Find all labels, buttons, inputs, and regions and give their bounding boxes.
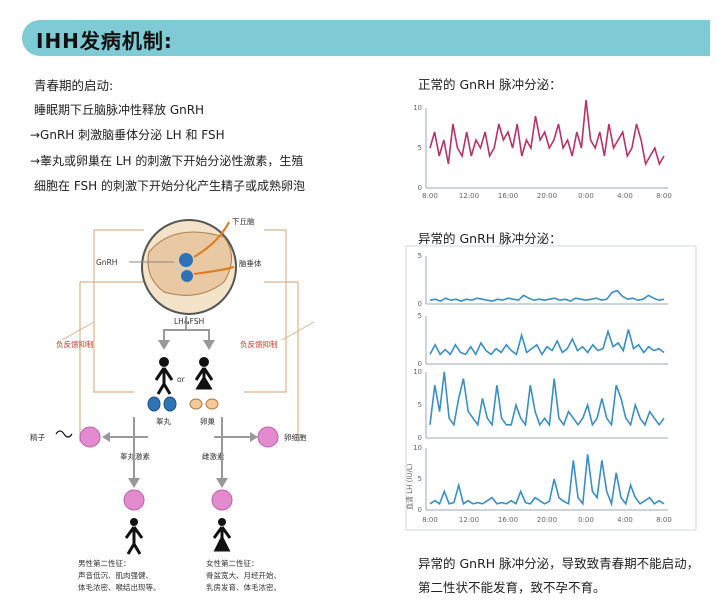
mechanism-diagram: 负反馈抑制 负反馈抑制 下丘脑 脑垂体 GnRH LH&FSH or 睾丸 卵巢… <box>30 216 315 592</box>
series-line-4 <box>429 454 665 507</box>
abnormal-chart-title: 异常的 GnRH 脉冲分泌： <box>418 231 562 246</box>
or-label: or <box>177 375 186 384</box>
x-tick-label: 8:00 <box>656 192 672 200</box>
title-banner: IHH发病机制: <box>22 20 710 56</box>
testis-left-icon <box>147 396 161 412</box>
x-tick-label: 0:00 <box>578 192 594 200</box>
y-tick-label: 0 <box>418 300 422 308</box>
series-line-3 <box>429 371 665 427</box>
x-tick-label: 16:00 <box>498 192 518 200</box>
testis-right-icon <box>163 396 177 412</box>
x-tick-label: 12:00 <box>459 516 479 524</box>
feedback-line-right <box>244 229 287 393</box>
y-tick-label: 5 <box>418 312 422 320</box>
testis-label: 睾丸 <box>156 416 171 426</box>
male-traits-line-2: 体毛浓密、喉结出现等。 <box>78 582 161 592</box>
y-tick-label: 0 <box>418 184 422 192</box>
y-tick-label: 10 <box>413 368 422 376</box>
text-line-3: →睾丸或卵巢在 LH 的刺激下开始分泌性激素，生殖 <box>30 154 304 168</box>
y-tick-label: 5 <box>418 401 422 409</box>
y-tick-label: 10 <box>413 444 422 452</box>
text-line-2: →GnRH 刺激脑垂体分泌 LH 和 FSH <box>30 128 225 142</box>
x-tick-label: 8:00 <box>422 192 438 200</box>
y-axis-label: 血清 LH (IU/L) <box>405 463 414 510</box>
page-title: IHH发病机制: <box>36 29 173 53</box>
text-line-4: 细胞在 FSH 的刺激下开始分化产生精子或成熟卵泡 <box>34 179 305 193</box>
hypothalamus-node <box>179 253 193 267</box>
x-tick-label: 20:00 <box>537 516 557 524</box>
feedback-left-label: 负反馈抑制 <box>56 339 94 349</box>
x-tick-label: 12:00 <box>459 192 479 200</box>
abnormal-chart-frame <box>405 245 697 531</box>
feedback-right-label: 负反馈抑制 <box>240 339 278 349</box>
ovary-right-icon <box>205 398 219 410</box>
female-hormone-cell-icon <box>211 489 233 511</box>
normal-chart-title: 正常的 GnRH 脉冲分泌： <box>418 77 562 92</box>
conclusion-text: 异常的 GnRH 脉冲分泌，导致致青春期不能启动，第二性状不能发育，致不孕不育。 <box>418 556 700 595</box>
female-figure-icon <box>194 357 214 390</box>
egg-cell-icon <box>257 426 279 448</box>
sperm-label: 精子 <box>30 432 45 442</box>
y-tick-label: 0 <box>418 506 422 514</box>
sperm-icon <box>55 430 73 438</box>
male-traits-line-1: 声音低沉、肌肉强健、 <box>78 570 153 580</box>
text-line-1: 睡眠期下丘脑脉冲性释放 GnRH <box>34 103 205 117</box>
pituitary-node <box>181 270 193 282</box>
testosterone-label: 睾丸激素 <box>120 451 150 461</box>
egg-label: 卵细胞 <box>284 432 307 442</box>
male-hormone-cell-icon <box>123 489 145 511</box>
male-traits-title: 男性第二性征： <box>78 558 131 568</box>
female-traits-title: 女性第二性征： <box>206 558 259 568</box>
feedback-line-left <box>93 229 144 393</box>
series-line-0 <box>429 99 665 167</box>
x-tick-label: 4:00 <box>617 516 633 524</box>
ovary-label: 卵巢 <box>200 416 215 426</box>
sperm-cell-icon <box>79 426 101 448</box>
y-tick-label: 0 <box>418 434 422 442</box>
pituitary-label: 脑垂体 <box>239 258 262 268</box>
y-tick-label: 10 <box>413 104 422 112</box>
estrogen-label: 雌激素 <box>202 451 225 461</box>
series-line-1 <box>429 289 665 302</box>
y-tick-label: 5 <box>418 252 422 260</box>
female-traits-line-2: 乳房发育、体毛浓密。 <box>206 582 281 592</box>
x-tick-label: 0:00 <box>578 516 594 524</box>
x-tick-label: 20:00 <box>537 192 557 200</box>
series-line-2 <box>429 328 665 357</box>
x-tick-label: 16:00 <box>498 516 518 524</box>
female-traits-line-1: 骨盆宽大、月经开始、 <box>206 570 281 580</box>
y-tick-label: 5 <box>418 475 422 483</box>
lhfsh-label: LH&FSH <box>174 317 204 326</box>
x-tick-label: 8:00 <box>422 516 438 524</box>
x-tick-label: 8:00 <box>656 516 672 524</box>
puberty-heading: 青春期的启动: <box>34 78 114 93</box>
hypothalamus-label: 下丘脑 <box>232 216 255 226</box>
y-tick-label: 0 <box>418 360 422 368</box>
male-figure-icon <box>154 357 174 395</box>
gnrh-label: GnRH <box>96 258 117 267</box>
x-tick-label: 4:00 <box>617 192 633 200</box>
ovary-left-icon <box>189 398 203 410</box>
y-tick-label: 5 <box>418 144 422 152</box>
male-adult-figure-icon <box>124 518 144 555</box>
female-adult-figure-icon <box>212 518 232 552</box>
